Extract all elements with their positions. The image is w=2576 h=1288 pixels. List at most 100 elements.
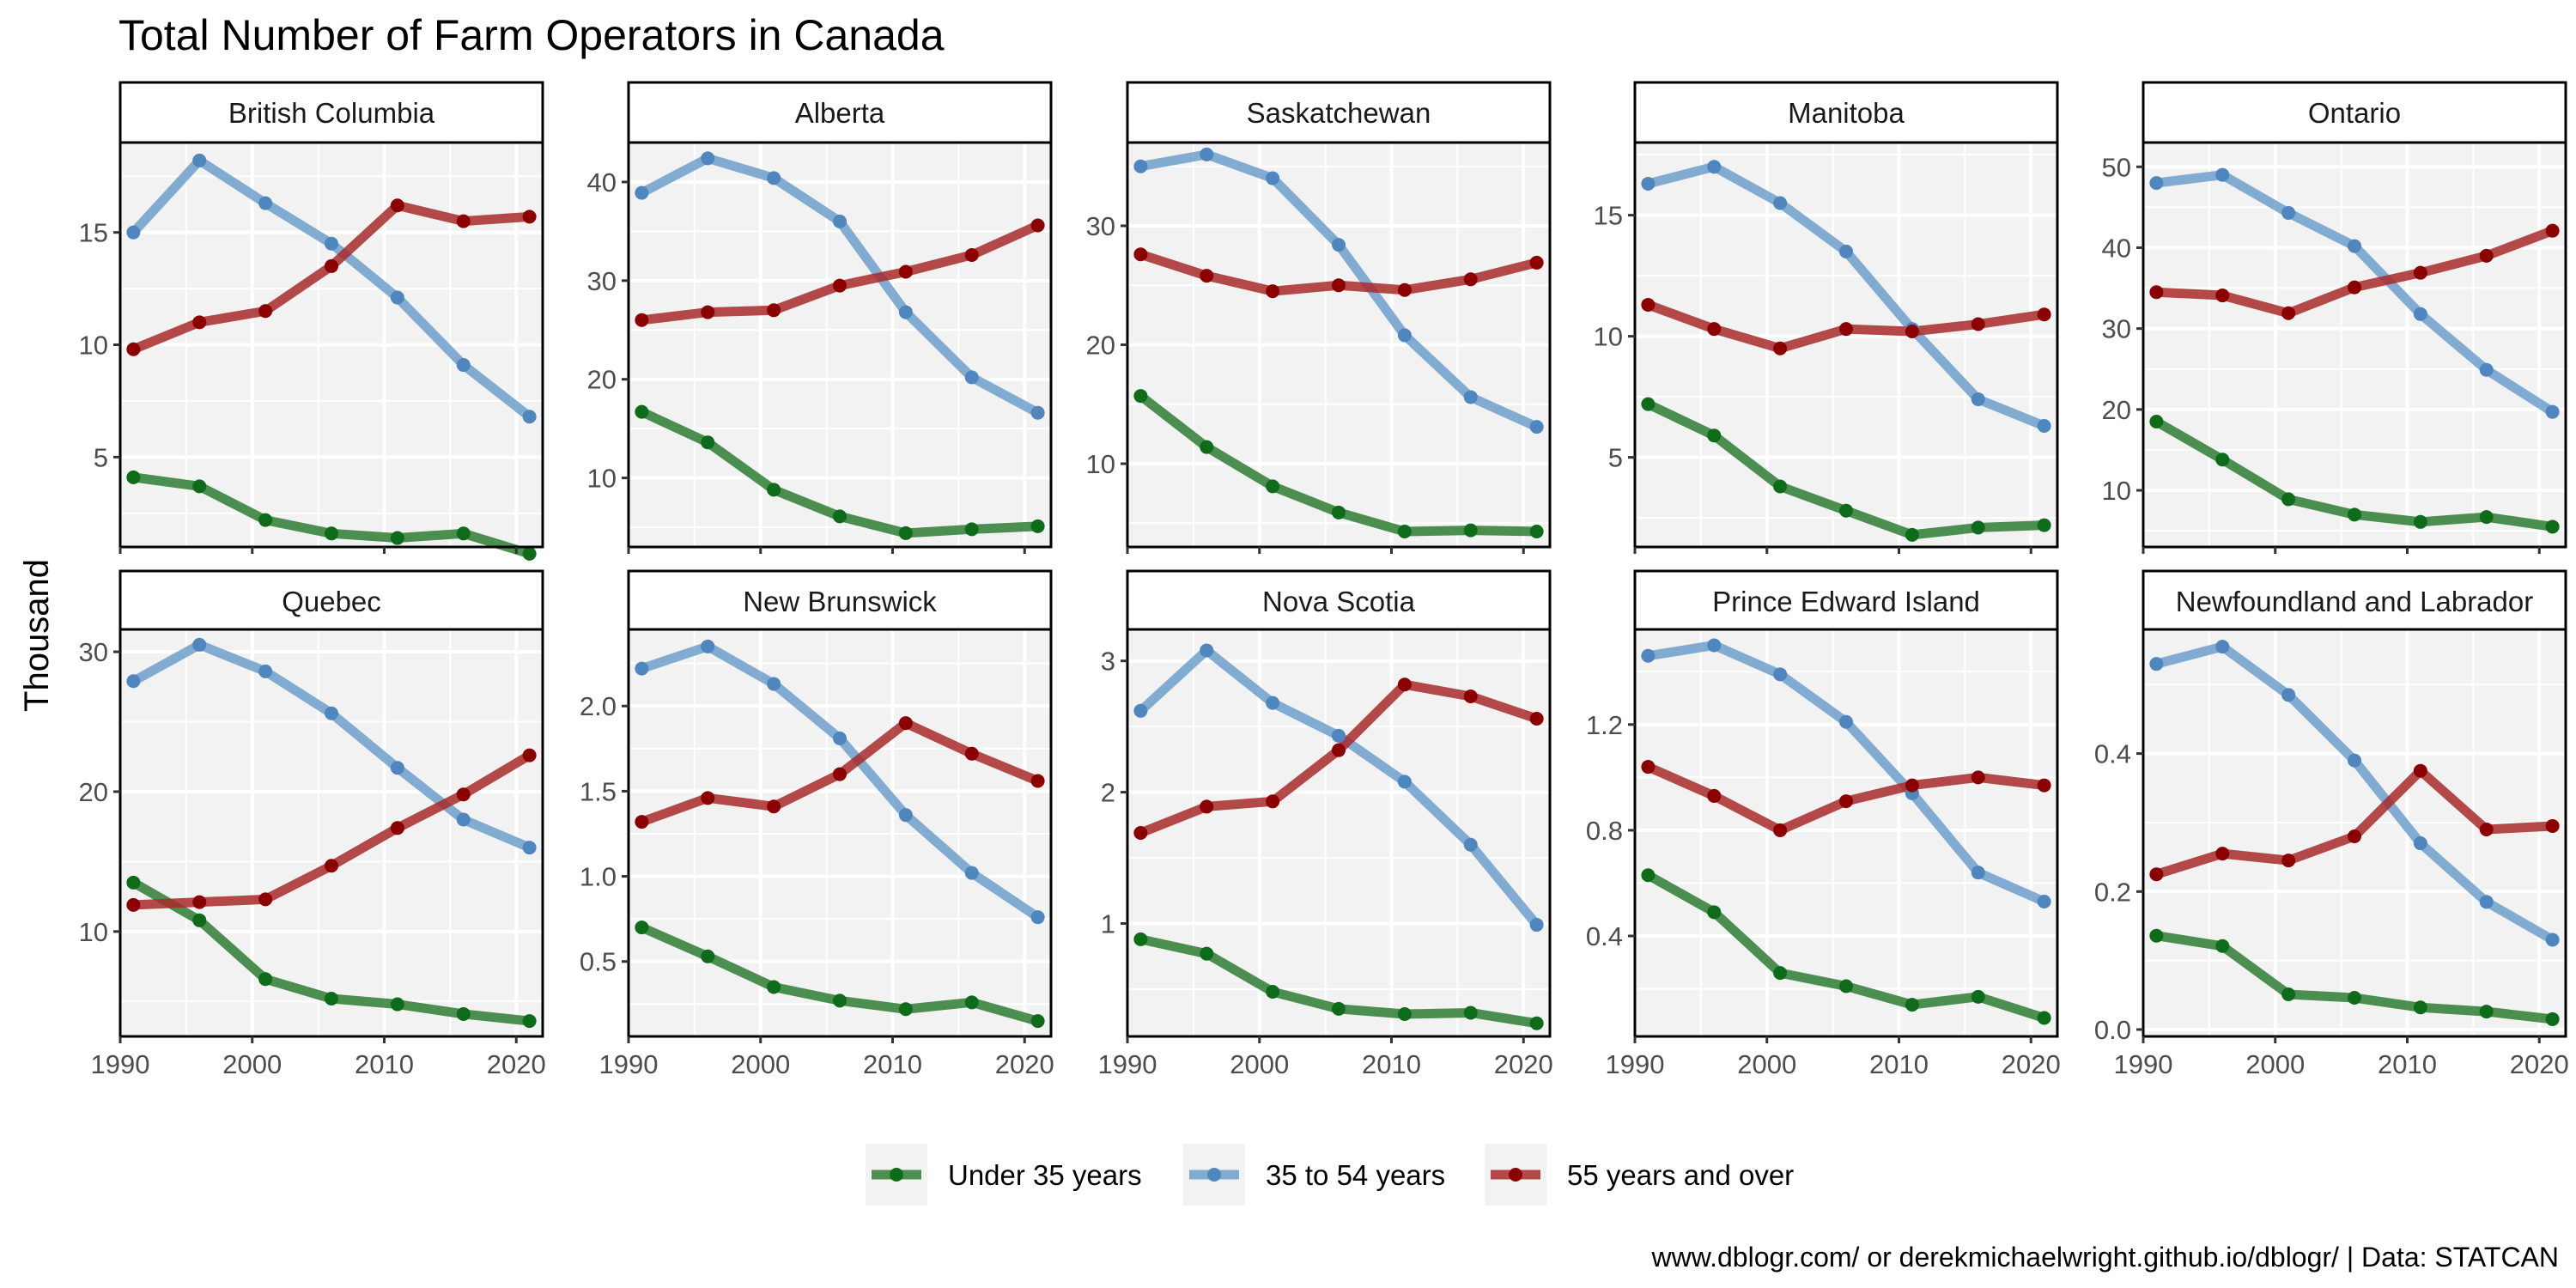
data-point-55-years-and-over [964,247,979,262]
data-point-under-35-years [2037,1011,2051,1025]
data-point-35-to-54-years [2545,933,2560,947]
data-point-55-years-and-over [1332,278,1346,293]
data-point-under-35-years [1133,389,1148,404]
data-point-35-to-54-years [2037,895,2051,909]
data-point-35-to-54-years [390,761,404,775]
y-tick-label: 20 [1086,331,1115,361]
x-tick-label: 1990 [91,1049,150,1079]
data-point-35-to-54-years [522,841,537,855]
data-point-under-35-years [1332,1001,1346,1016]
panel-new-brunswick: New Brunswick 0.5 1.0 1.5 2.0 1990 2000 2010 202… [580,569,1054,1079]
legend-label: Under 35 years [948,1159,1142,1191]
data-point-55-years-and-over [2545,818,2560,833]
data-point-under-35-years [1133,932,1148,946]
data-point-35-to-54-years [898,305,913,319]
data-point-55-years-and-over [1266,284,1280,299]
data-point-35-to-54-years [2149,176,2164,191]
data-point-35-to-54-years [1397,775,1412,789]
data-point-55-years-and-over [258,304,273,319]
y-tick-label: 0.4 [2094,739,2131,769]
facet-strip-label: Newfoundland and Labrador [2176,586,2533,617]
x-tick-label: 2020 [1494,1049,1553,1079]
data-point-under-35-years [1707,428,1722,443]
data-point-35-to-54-years [2215,640,2230,654]
x-tick-label: 2000 [2245,1049,2305,1079]
data-point-55-years-and-over [833,278,847,293]
plot-background [1635,629,2057,1036]
data-point-under-35-years [1397,1007,1412,1022]
data-point-under-35-years [2348,991,2361,1005]
data-point-under-35-years [1030,519,1045,533]
y-tick-label: 50 [2102,152,2131,182]
data-point-35-to-54-years [1529,420,1544,434]
facet-strip [1126,81,1552,144]
data-point-55-years-and-over [456,214,471,228]
data-point-35-to-54-years [2215,167,2230,182]
panel-border [2142,141,2567,549]
data-point-55-years-and-over [833,767,847,781]
y-tick-label: 20 [2102,395,2131,425]
facet-strip [1633,569,2059,633]
data-point-55-years-and-over [898,264,913,279]
data-point-under-35-years [390,531,404,545]
facet-strip-label: Alberta [795,97,885,129]
data-point-35-to-54-years [1463,390,1478,404]
data-point-35-to-54-years [1200,643,1214,658]
data-point-35-to-54-years [833,214,847,228]
facet-strip-label: New Brunswick [743,586,937,617]
y-tick-label: 10 [2102,476,2131,506]
data-point-35-to-54-years [701,151,715,166]
data-point-55-years-and-over [635,815,649,829]
data-point-55-years-and-over [2215,847,2230,861]
plot-background [629,143,1051,547]
facet-strip-label: Prince Edward Island [1712,586,1980,617]
data-point-under-35-years [126,470,141,484]
data-point-35-to-54-years [2545,404,2560,419]
data-point-55-years-and-over [2149,285,2164,300]
data-point-35-to-54-years [1133,159,1148,173]
y-tick-label: 3 [1101,647,1115,677]
data-point-under-35-years [767,980,781,994]
panel-manitoba: Manitoba 5 10 15 [1594,81,2059,554]
data-point-55-years-and-over [1529,711,1544,726]
x-tick-label: 1990 [2114,1049,2173,1079]
y-tick-label: 0.0 [2094,1015,2131,1045]
y-tick-label: 0.8 [1586,816,1623,846]
y-tick-label: 10 [79,917,108,947]
data-point-35-to-54-years [1839,714,1853,729]
data-point-35-to-54-years [964,866,979,880]
data-point-55-years-and-over [1266,794,1280,809]
data-point-55-years-and-over [126,897,141,912]
data-point-under-35-years [767,483,781,497]
x-tick-label: 2000 [1737,1049,1796,1079]
data-point-35-to-54-years [1397,328,1412,343]
data-point-under-35-years [2215,453,2230,467]
data-point-55-years-and-over [1200,269,1214,283]
data-point-55-years-and-over [258,892,273,907]
data-point-35-to-54-years [2413,307,2427,321]
data-point-35-to-54-years [635,185,649,200]
x-tick-label: 2000 [1230,1049,1289,1079]
data-point-under-35-years [1529,524,1544,538]
data-point-55-years-and-over [1839,322,1853,337]
data-point-55-years-and-over [1030,218,1045,233]
data-point-35-to-54-years [325,706,338,720]
y-tick-label: 1.2 [1586,710,1623,740]
y-tick-label: 20 [587,365,617,395]
data-point-under-35-years [2037,518,2051,532]
data-point-55-years-and-over [1133,826,1148,840]
data-point-under-35-years [522,546,537,561]
data-point-under-35-years [1905,998,1919,1012]
data-point-under-35-years [1200,440,1214,454]
data-point-under-35-years [2479,510,2494,525]
panel-border [2142,628,2567,1038]
panel-saskatchewan: Saskatchewan 10 20 30 [1086,81,1552,554]
facet-strip [1633,81,2059,144]
data-point-35-to-54-years [1030,910,1045,925]
legend-point [890,1168,903,1182]
data-point-55-years-and-over [1397,677,1412,692]
legend-point [1207,1168,1221,1182]
data-point-35-to-54-years [2479,895,2494,909]
y-tick-label: 20 [79,777,108,807]
data-point-55-years-and-over [1463,689,1478,703]
